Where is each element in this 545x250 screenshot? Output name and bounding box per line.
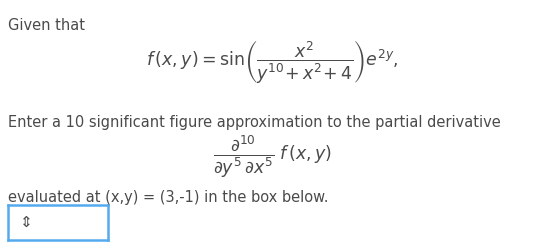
Text: evaluated at (x,y) = (3,-1) in the box below.: evaluated at (x,y) = (3,-1) in the box b… bbox=[8, 190, 329, 205]
Text: Given that: Given that bbox=[8, 18, 85, 33]
Text: ⇕: ⇕ bbox=[20, 215, 32, 230]
Text: Enter a 10 significant figure approximation to the partial derivative: Enter a 10 significant figure approximat… bbox=[8, 115, 501, 130]
Text: $f\,(x, y) = \sin\!\left(\dfrac{x^2}{y^{10}\!+x^2\!+4}\right) e^{2y},$: $f\,(x, y) = \sin\!\left(\dfrac{x^2}{y^{… bbox=[146, 38, 398, 85]
Text: $\dfrac{\partial^{10}}{\partial y^5\,\partial x^5}\; f\,(x, y)$: $\dfrac{\partial^{10}}{\partial y^5\,\pa… bbox=[213, 133, 331, 180]
